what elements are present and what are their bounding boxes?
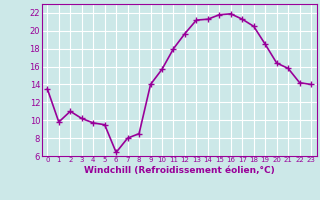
X-axis label: Windchill (Refroidissement éolien,°C): Windchill (Refroidissement éolien,°C) [84, 166, 275, 175]
